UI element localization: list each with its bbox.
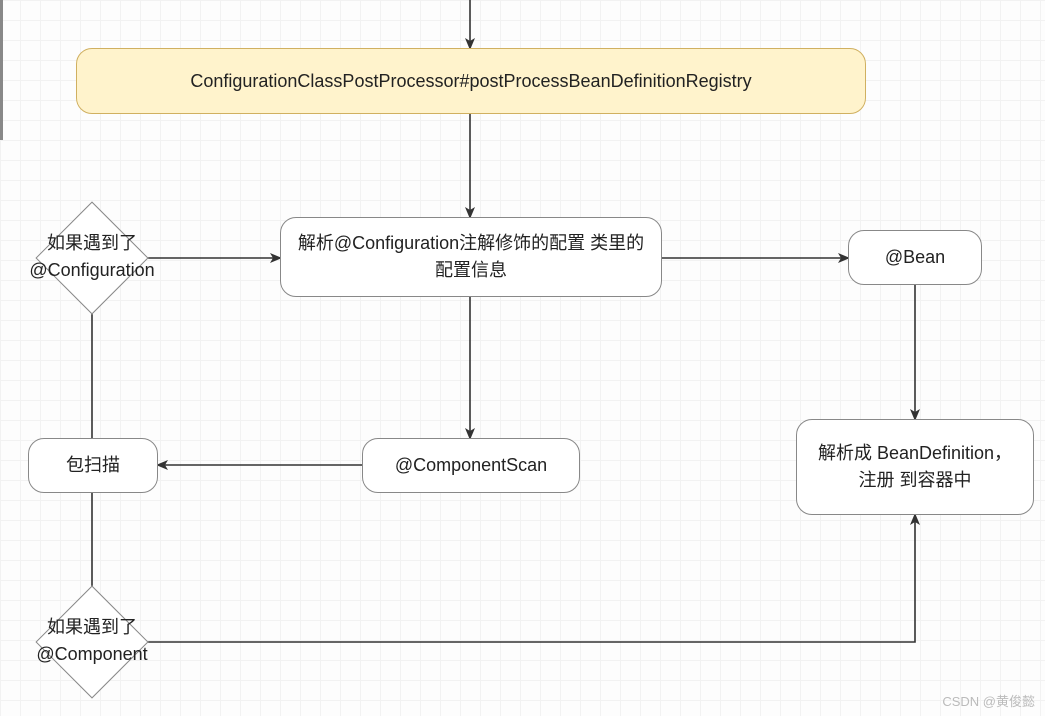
node-start: ConfigurationClassPostProcessor#postProc… [76,48,866,114]
node-component-scan: @ComponentScan [362,438,580,493]
node-start-text: ConfigurationClassPostProcessor#postProc… [190,68,751,95]
watermark: CSDN @黄俊懿 [942,691,1035,710]
node-compscan-text: @ComponentScan [395,452,547,479]
edge-dcomponent-register [132,515,915,642]
node-bean: @Bean [848,230,982,285]
decision-component-label: 如果遇到了 @Component [0,614,192,668]
node-parse-config: 解析@Configuration注解修饰的配置 类里的配置信息 [280,217,662,297]
decision-configuration-label: 如果遇到了 @Configuration [0,230,192,284]
node-bean-text: @Bean [885,244,945,271]
node-scan-text: 包扫描 [66,452,120,479]
node-register-beandef: 解析成 BeanDefinition，注册 到容器中 [796,419,1034,515]
node-register-text: 解析成 BeanDefinition，注册 到容器中 [811,440,1019,494]
node-package-scan: 包扫描 [28,438,158,493]
node-parse-text: 解析@Configuration注解修饰的配置 类里的配置信息 [295,230,647,284]
